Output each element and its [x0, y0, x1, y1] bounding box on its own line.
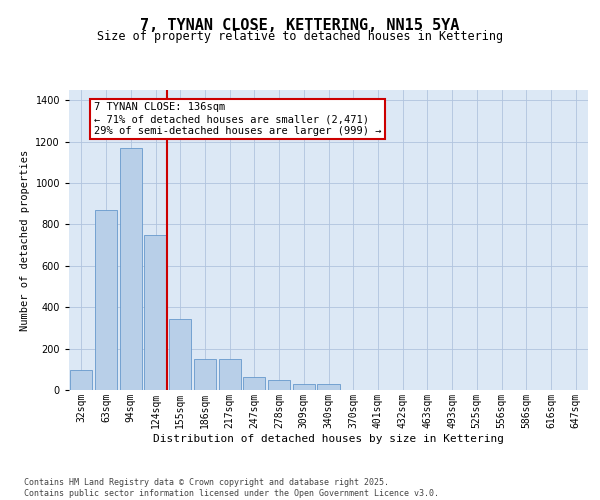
Bar [194, 359, 216, 390]
Y-axis label: Number of detached properties: Number of detached properties [20, 150, 30, 330]
X-axis label: Distribution of detached houses by size in Kettering: Distribution of detached houses by size … [153, 434, 504, 444]
Text: 7 TYNAN CLOSE: 136sqm
← 71% of detached houses are smaller (2,471)
29% of semi-d: 7 TYNAN CLOSE: 136sqm ← 71% of detached … [94, 102, 381, 136]
Bar [119, 148, 142, 390]
Bar [218, 359, 241, 390]
Bar [145, 235, 167, 390]
Bar [70, 370, 92, 390]
Bar [95, 210, 117, 390]
Bar [317, 384, 340, 390]
Bar [268, 380, 290, 390]
Text: 7, TYNAN CLOSE, KETTERING, NN15 5YA: 7, TYNAN CLOSE, KETTERING, NN15 5YA [140, 18, 460, 32]
Text: Contains HM Land Registry data © Crown copyright and database right 2025.
Contai: Contains HM Land Registry data © Crown c… [24, 478, 439, 498]
Text: Size of property relative to detached houses in Kettering: Size of property relative to detached ho… [97, 30, 503, 43]
Bar [293, 384, 315, 390]
Bar [169, 318, 191, 390]
Bar [243, 376, 265, 390]
